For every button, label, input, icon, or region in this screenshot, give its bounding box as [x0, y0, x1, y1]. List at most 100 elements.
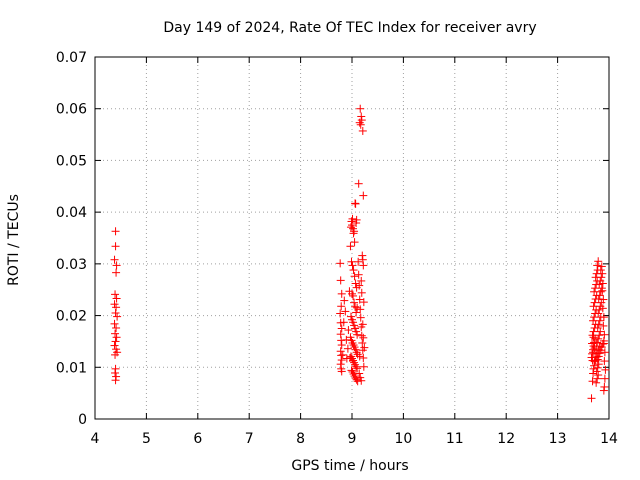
data-point — [351, 360, 360, 369]
data-point — [599, 313, 608, 322]
data-point — [351, 199, 360, 208]
data-point — [598, 279, 607, 288]
data-point — [587, 394, 596, 403]
data-point — [346, 223, 355, 232]
chart-title: Day 149 of 2024, Rate Of TEC Index for r… — [163, 20, 536, 36]
data-point — [110, 319, 119, 328]
data-point — [340, 296, 349, 305]
data-point — [588, 331, 597, 340]
x-tick-label: 7 — [245, 431, 254, 447]
data-point — [344, 326, 353, 335]
data-point — [348, 289, 356, 298]
x-tick-label: 13 — [549, 431, 567, 447]
data-point — [357, 276, 366, 285]
data-point — [341, 307, 350, 316]
x-tick-label: 5 — [142, 431, 151, 447]
data-point — [336, 360, 345, 369]
data-point — [355, 295, 364, 304]
data-point — [354, 270, 363, 279]
data-point — [350, 272, 359, 281]
data-point — [337, 351, 346, 360]
data-point — [336, 259, 345, 268]
data-point — [342, 335, 351, 344]
data-point — [358, 320, 367, 329]
data-point — [351, 279, 360, 288]
data-point — [336, 330, 345, 339]
data-point — [599, 336, 608, 345]
data-point — [111, 368, 120, 377]
data-point — [588, 339, 597, 348]
data-point — [351, 302, 360, 311]
data-point — [600, 357, 609, 366]
data-point — [349, 341, 358, 350]
data-point — [111, 337, 120, 346]
data-point — [336, 309, 345, 318]
data-point — [336, 347, 345, 356]
data-point — [350, 372, 359, 381]
data-point — [352, 215, 361, 224]
data-point — [353, 350, 362, 359]
data-point — [349, 291, 358, 300]
data-point — [337, 336, 346, 345]
data-point — [590, 361, 599, 370]
grid — [95, 57, 609, 419]
data-point — [346, 352, 355, 361]
data-point — [349, 356, 358, 365]
data-point — [111, 364, 120, 373]
data-point — [589, 333, 598, 342]
data-point — [111, 350, 120, 359]
data-point — [590, 313, 599, 322]
y-tick-label: 0.07 — [56, 50, 87, 66]
data-point — [600, 348, 609, 357]
data-point — [337, 289, 346, 298]
data-point — [589, 369, 598, 378]
data-point — [112, 303, 121, 312]
data-point — [359, 362, 368, 371]
data-point — [593, 374, 602, 383]
data-point — [594, 309, 603, 318]
data-point — [596, 266, 605, 275]
x-tick-label: 11 — [446, 431, 464, 447]
data-point — [590, 344, 599, 353]
data-point — [111, 290, 120, 299]
data-point — [360, 343, 369, 352]
data-point — [599, 295, 608, 304]
data-point — [594, 295, 603, 304]
data-point — [592, 367, 601, 376]
data-point — [593, 363, 602, 372]
data-point — [336, 276, 345, 285]
data-point — [111, 329, 120, 338]
data-point — [595, 280, 604, 289]
data-point — [112, 261, 121, 270]
data-point — [589, 302, 598, 311]
data-point — [595, 331, 604, 340]
data-point — [356, 313, 365, 322]
data-point — [348, 338, 357, 347]
data-point — [356, 104, 365, 113]
data-point — [358, 338, 367, 347]
data-point — [353, 364, 362, 373]
x-tick-label: 6 — [193, 431, 202, 447]
y-tick-label: 0.03 — [56, 257, 87, 273]
data-point — [112, 372, 121, 381]
data-point — [112, 323, 121, 332]
y-tick-label: 0.04 — [56, 205, 87, 221]
data-point — [595, 316, 604, 325]
data-point — [112, 333, 121, 342]
x-tick-label: 4 — [91, 431, 100, 447]
data-point — [356, 305, 365, 314]
data-point — [337, 324, 346, 333]
data-point — [354, 179, 363, 188]
data-point — [598, 286, 607, 295]
data-point — [592, 378, 601, 387]
data-point — [338, 350, 347, 359]
data-point — [598, 269, 607, 278]
data-point — [591, 284, 600, 293]
data-point — [600, 330, 609, 339]
data-point — [359, 298, 368, 307]
data-point — [350, 238, 359, 247]
data-point — [359, 333, 368, 342]
data-point — [351, 199, 360, 208]
data-point — [347, 366, 356, 375]
data-point — [111, 227, 120, 236]
